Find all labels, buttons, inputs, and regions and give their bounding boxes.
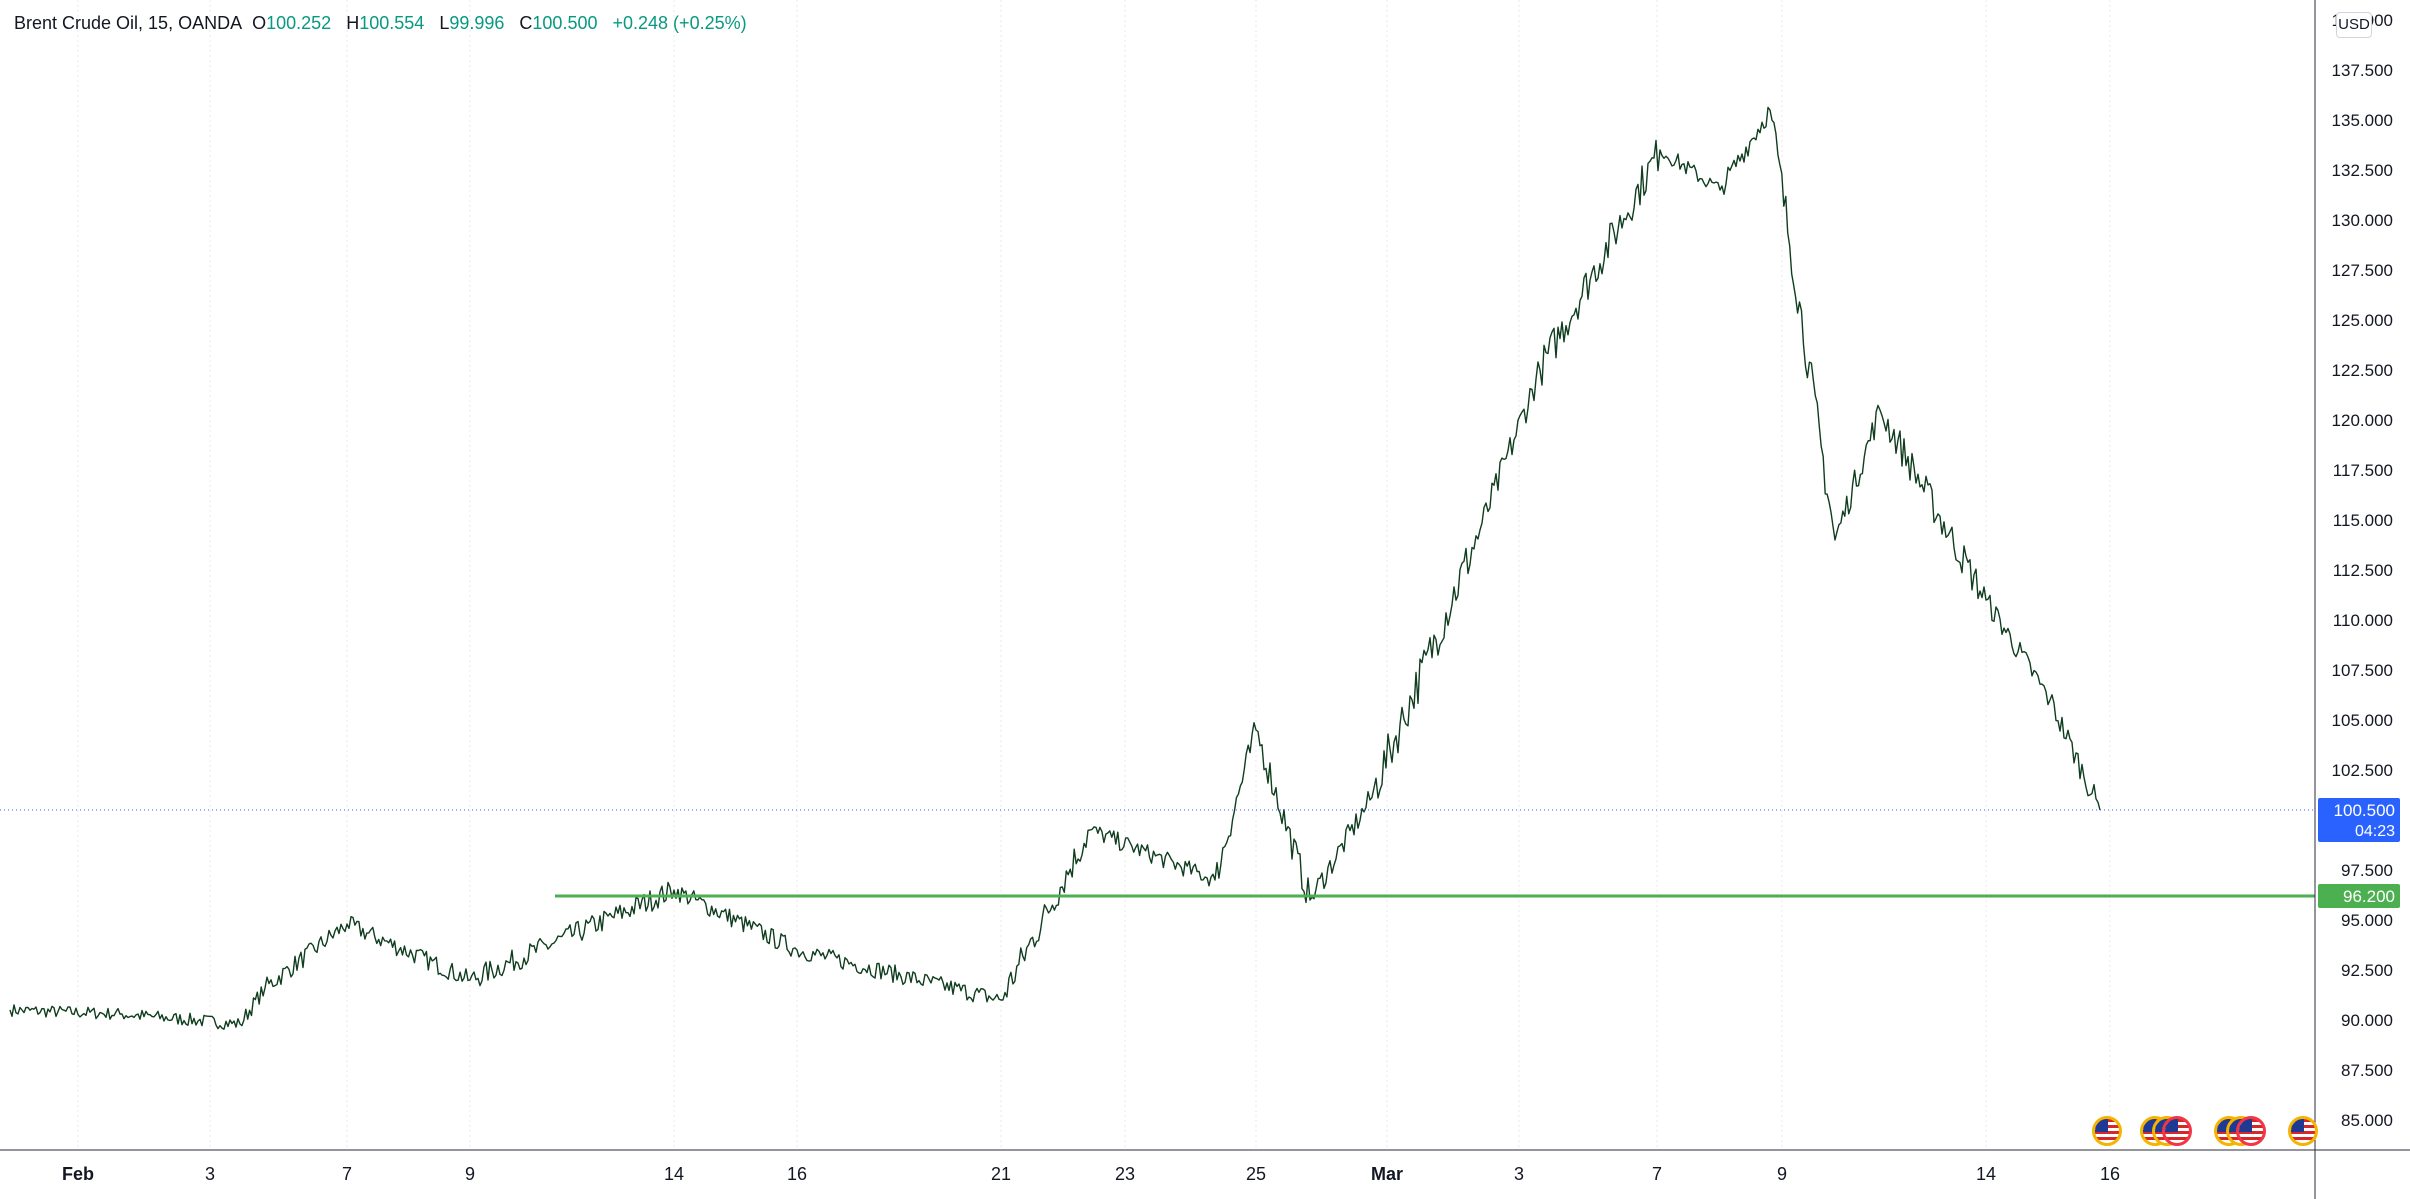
low-label: L <box>439 13 450 33</box>
time-tick-label: 16 <box>2100 1164 2120 1184</box>
time-tick-label: 25 <box>1246 1164 1266 1184</box>
us-flag-icon[interactable] <box>2162 1116 2192 1146</box>
close-value: 100.500 <box>532 13 598 33</box>
support-price-badge <box>2318 884 2400 908</box>
price-tick-label: 92.500 <box>2341 961 2393 980</box>
time-tick-label: 14 <box>664 1164 684 1184</box>
time-tick-label: 14 <box>1976 1164 1996 1184</box>
close-label: C <box>519 13 533 33</box>
time-tick-label: 3 <box>1514 1164 1524 1184</box>
symbol-name[interactable]: Brent Crude Oil, 15, OANDA <box>14 13 243 33</box>
open-value: 100.252 <box>266 13 332 33</box>
time-tick-label: 9 <box>1777 1164 1787 1184</box>
change-value: +0.248 (+0.25%) <box>612 13 747 33</box>
price-tick-label: 127.500 <box>2332 261 2393 280</box>
price-tick-label: 107.500 <box>2332 661 2393 680</box>
price-tick-label: 90.000 <box>2341 1011 2393 1030</box>
low-value: 99.996 <box>449 13 505 33</box>
price-tick-label: 117.500 <box>2333 461 2393 480</box>
price-tick-label: 135.000 <box>2332 111 2393 130</box>
time-tick-label: 7 <box>1652 1164 1662 1184</box>
us-flag-icon[interactable] <box>2236 1116 2266 1146</box>
support-price-value: 96.200 <box>2343 887 2395 906</box>
time-tick-label: 9 <box>465 1164 475 1184</box>
high-label: H <box>346 13 360 33</box>
last-price-badge <box>2318 798 2400 842</box>
price-tick-label: 132.500 <box>2332 161 2393 180</box>
price-tick-label: 120.000 <box>2332 411 2393 430</box>
price-tick-label: 137.500 <box>2332 61 2393 80</box>
time-tick-label: 7 <box>342 1164 352 1184</box>
us-flag-icon[interactable] <box>2288 1116 2318 1146</box>
time-tick-label: Feb <box>62 1164 94 1184</box>
price-tick-label: 112.500 <box>2333 561 2393 580</box>
time-tick-label: Mar <box>1371 1164 1403 1184</box>
time-tick-label: 23 <box>1115 1164 1135 1184</box>
price-tick-label: 95.000 <box>2341 911 2393 930</box>
last-price-countdown: 04:23 <box>2355 823 2395 840</box>
price-tick-label: 130.000 <box>2332 211 2393 230</box>
price-tick-label: 122.500 <box>2332 361 2393 380</box>
price-tick-label: 85.000 <box>2341 1111 2393 1130</box>
symbol-legend: Brent Crude Oil, 15, OANDA O100.252 H100… <box>14 13 747 34</box>
time-tick-label: 3 <box>205 1164 215 1184</box>
price-tick-label: 97.500 <box>2341 861 2393 880</box>
price-tick-label: 115.000 <box>2333 511 2393 530</box>
high-value: 100.554 <box>359 13 425 33</box>
time-tick-label: 16 <box>787 1164 807 1184</box>
open-label: O <box>252 13 267 33</box>
time-tick-label: 21 <box>991 1164 1011 1184</box>
us-flag-icon[interactable] <box>2092 1116 2122 1146</box>
last-price-value: 100.500 <box>2334 801 2395 820</box>
price-tick-label: 105.000 <box>2332 711 2393 730</box>
currency-button[interactable]: USD <box>2336 12 2372 38</box>
price-tick-label: 110.000 <box>2333 611 2393 630</box>
price-tick-label: 102.500 <box>2332 761 2393 780</box>
price-tick-label: 125.000 <box>2332 311 2393 330</box>
price-series-line <box>9 106 2101 1030</box>
price-tick-label: 87.500 <box>2341 1061 2393 1080</box>
